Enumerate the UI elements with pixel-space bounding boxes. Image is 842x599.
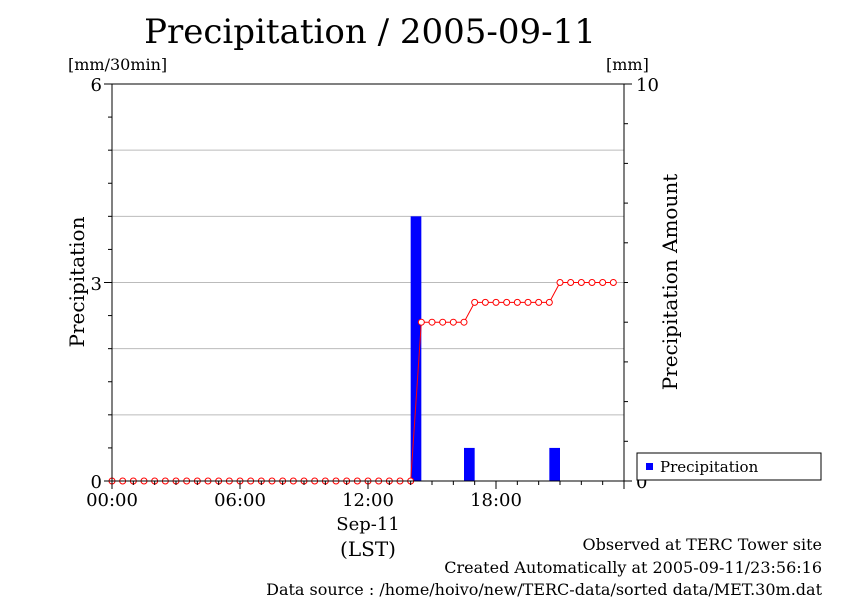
cumulative-point: [428, 318, 436, 326]
legend-label: Precipitation: [660, 458, 759, 476]
cumulative-point: [481, 298, 489, 306]
x-date-label: Sep-11: [336, 514, 400, 535]
x-tick-label: 06:00: [214, 490, 266, 511]
cumulative-point: [449, 318, 457, 326]
left-tick-label: 3: [91, 274, 102, 295]
cumulative-point: [503, 298, 511, 306]
cumulative-line-series: [108, 279, 617, 485]
x-unit-label: (LST): [340, 537, 396, 561]
cumulative-point: [492, 298, 500, 306]
legend: Precipitation: [636, 452, 822, 481]
right-axis-unit: [mm]: [606, 55, 649, 74]
bar-series: [410, 216, 560, 482]
cumulative-point: [535, 298, 543, 306]
right-tick-label: 10: [636, 75, 659, 96]
axis-ticks: [104, 83, 632, 489]
x-tick-label: 12:00: [342, 490, 394, 511]
legend-swatch: [646, 463, 653, 470]
footer-observed: Observed at TERC Tower site: [582, 535, 823, 554]
left-tick-label: 0: [91, 472, 102, 493]
footer-source: Data source : /home/hoivo/new/TERC-data/…: [266, 580, 822, 599]
footer-created: Created Automatically at 2005-09-11/23:5…: [444, 558, 822, 577]
cumulative-point: [556, 279, 564, 286]
cumulative-point: [599, 279, 607, 286]
cumulative-point: [471, 298, 479, 306]
cumulative-point: [567, 279, 575, 286]
cumulative-point: [460, 318, 468, 326]
precipitation-bar: [549, 447, 560, 481]
cumulative-point: [513, 298, 521, 306]
left-tick-label: 6: [91, 75, 102, 96]
cumulative-point: [577, 279, 585, 286]
tick-labels: 0 3 6 0 10 00:00 06:00 12:00 18:00 Sep-1…: [65, 75, 682, 561]
legend-box: [636, 452, 822, 481]
right-tick-label: 0: [636, 472, 647, 493]
x-tick-label: 18:00: [470, 490, 522, 511]
cumulative-point: [524, 298, 532, 306]
cumulative-line: [112, 282, 614, 482]
left-axis-label: Precipitation: [65, 216, 89, 347]
precipitation-bar: [464, 447, 475, 481]
grid: [112, 149, 624, 416]
right-axis-label: Precipitation Amount: [658, 174, 682, 391]
cumulative-point: [417, 318, 425, 326]
cumulative-point: [439, 318, 447, 326]
left-axis-unit: [mm/30min]: [68, 55, 168, 74]
precipitation-bar: [410, 216, 422, 482]
x-tick-label: 00:00: [86, 490, 138, 511]
cumulative-point: [609, 279, 617, 286]
cumulative-point: [588, 279, 596, 286]
cumulative-point: [545, 298, 553, 306]
chart-title: Precipitation / 2005-09-11: [144, 12, 596, 52]
